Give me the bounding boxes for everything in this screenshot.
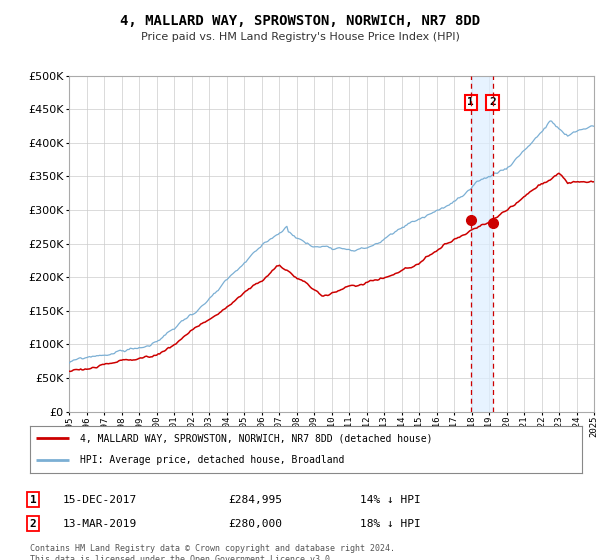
Text: 4, MALLARD WAY, SPROWSTON, NORWICH, NR7 8DD (detached house): 4, MALLARD WAY, SPROWSTON, NORWICH, NR7 … [80, 433, 432, 444]
Text: 4, MALLARD WAY, SPROWSTON, NORWICH, NR7 8DD: 4, MALLARD WAY, SPROWSTON, NORWICH, NR7 … [120, 14, 480, 28]
Text: Price paid vs. HM Land Registry's House Price Index (HPI): Price paid vs. HM Land Registry's House … [140, 32, 460, 43]
Text: Contains HM Land Registry data © Crown copyright and database right 2024.
This d: Contains HM Land Registry data © Crown c… [30, 544, 395, 560]
Text: 1: 1 [29, 494, 37, 505]
Text: 15-DEC-2017: 15-DEC-2017 [63, 494, 137, 505]
Text: 2: 2 [489, 97, 496, 108]
Text: 13-MAR-2019: 13-MAR-2019 [63, 519, 137, 529]
Text: £284,995: £284,995 [228, 494, 282, 505]
Text: 2: 2 [29, 519, 37, 529]
Text: 1: 1 [467, 97, 474, 108]
Text: 14% ↓ HPI: 14% ↓ HPI [360, 494, 421, 505]
Bar [471, 76, 493, 412]
Text: HPI: Average price, detached house, Broadland: HPI: Average price, detached house, Broa… [80, 455, 344, 465]
Text: 18% ↓ HPI: 18% ↓ HPI [360, 519, 421, 529]
Text: £280,000: £280,000 [228, 519, 282, 529]
